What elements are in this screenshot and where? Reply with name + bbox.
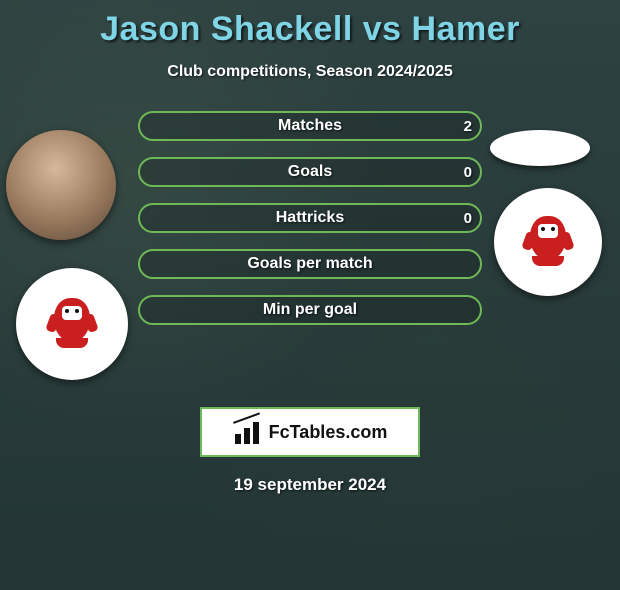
stat-label: Hattricks	[140, 205, 480, 231]
fctables-logo-icon	[233, 420, 261, 444]
subtitle: Club competitions, Season 2024/2025	[0, 63, 620, 81]
stat-value-right: 0	[464, 205, 472, 231]
stat-value-right: 0	[464, 159, 472, 185]
stat-row: Goals per match	[138, 249, 482, 279]
stat-row: Goals0	[138, 157, 482, 187]
comparison-chart: Matches2Goals0Hattricks0Goals per matchM…	[0, 111, 620, 391]
stat-row: Min per goal	[138, 295, 482, 325]
stat-label: Goals	[140, 159, 480, 185]
stat-row: Hattricks0	[138, 203, 482, 233]
stat-value-right: 2	[464, 113, 472, 139]
stat-row: Matches2	[138, 111, 482, 141]
stat-label: Min per goal	[140, 297, 480, 323]
stat-label: Matches	[140, 113, 480, 139]
brand-text: FcTables.com	[269, 422, 388, 443]
stat-label: Goals per match	[140, 251, 480, 277]
page-title: Jason Shackell vs Hamer	[0, 10, 620, 49]
footer-date: 19 september 2024	[0, 475, 620, 495]
brand-badge: FcTables.com	[200, 407, 420, 457]
